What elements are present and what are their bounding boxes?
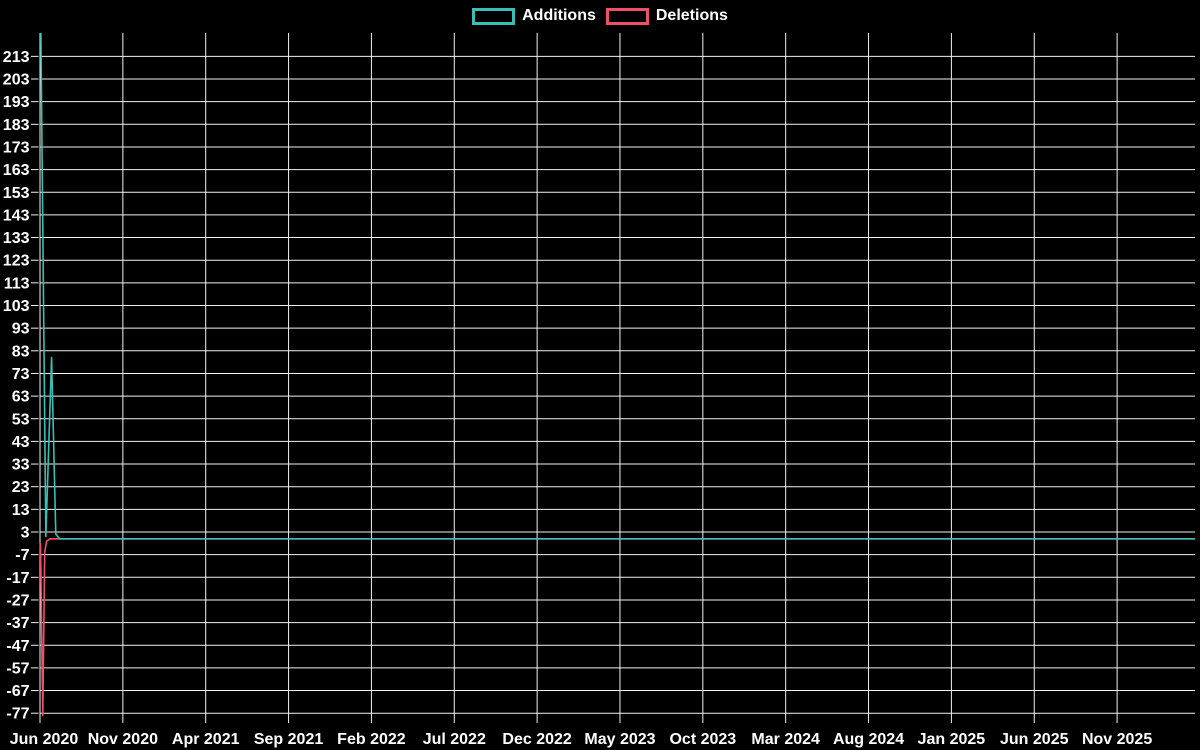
svg-text:53: 53 — [12, 411, 30, 428]
svg-text:73: 73 — [12, 366, 30, 383]
svg-text:63: 63 — [12, 389, 30, 406]
svg-text:213: 213 — [3, 49, 30, 66]
svg-text:Mar 2024: Mar 2024 — [751, 731, 820, 748]
svg-text:Sep 2021: Sep 2021 — [254, 731, 323, 748]
legend-label-deletions: Deletions — [655, 7, 728, 24]
x-axis-tick-labels: Jun 2020 Nov 2020 Apr 2021 Sep 2021 Feb 2022… — [10, 731, 1153, 748]
svg-text:23: 23 — [12, 479, 30, 496]
svg-text:-17: -17 — [6, 570, 29, 587]
legend-item-additions[interactable]: Additions — [472, 7, 596, 25]
svg-text:May 2023: May 2023 — [584, 731, 655, 748]
svg-text:Jan 2025: Jan 2025 — [918, 731, 986, 748]
svg-text:153: 153 — [3, 185, 30, 202]
svg-text:-47: -47 — [6, 638, 29, 655]
svg-text:13: 13 — [12, 502, 30, 519]
y-axis-tick-labels: 2132031931831731631531431331231131039383… — [3, 49, 30, 723]
svg-text:-57: -57 — [6, 660, 29, 677]
svg-text:Nov 2020: Nov 2020 — [88, 731, 158, 748]
svg-text:Nov 2025: Nov 2025 — [1082, 731, 1152, 748]
svg-text:-77: -77 — [6, 706, 29, 723]
svg-text:Jun 2025: Jun 2025 — [1000, 731, 1069, 748]
deletions-swatch-icon — [605, 7, 649, 25]
svg-text:-7: -7 — [15, 547, 29, 564]
svg-text:173: 173 — [3, 139, 30, 156]
svg-text:-27: -27 — [6, 592, 29, 609]
svg-text:Apr 2021: Apr 2021 — [172, 731, 240, 748]
svg-text:143: 143 — [3, 207, 30, 224]
svg-text:93: 93 — [12, 321, 30, 338]
svg-text:3: 3 — [21, 525, 30, 542]
svg-text:133: 133 — [3, 230, 30, 247]
additions-swatch-icon — [472, 7, 516, 25]
svg-text:163: 163 — [3, 162, 30, 179]
svg-text:Dec 2022: Dec 2022 — [502, 731, 571, 748]
grid-lines — [31, 33, 1195, 723]
legend-label-additions: Additions — [522, 7, 596, 24]
svg-text:33: 33 — [12, 457, 30, 474]
svg-text:183: 183 — [3, 117, 30, 134]
svg-text:-67: -67 — [6, 683, 29, 700]
chart-legend: Additions Deletions — [0, 7, 1200, 25]
svg-text:103: 103 — [3, 298, 30, 315]
svg-text:113: 113 — [4, 275, 30, 292]
additions-line — [40, 33, 1195, 540]
svg-text:83: 83 — [12, 343, 30, 360]
svg-text:Feb 2022: Feb 2022 — [337, 731, 406, 748]
svg-text:-37: -37 — [6, 615, 29, 632]
svg-text:193: 193 — [3, 94, 30, 111]
legend-item-deletions[interactable]: Deletions — [605, 7, 728, 25]
svg-text:Jun 2020: Jun 2020 — [10, 731, 79, 748]
svg-text:Oct 2023: Oct 2023 — [669, 731, 736, 748]
svg-text:203: 203 — [3, 72, 30, 89]
deletions-line — [39, 537, 1195, 717]
svg-text:Jul 2022: Jul 2022 — [423, 731, 486, 748]
svg-text:123: 123 — [3, 253, 30, 270]
svg-text:Aug 2024: Aug 2024 — [833, 731, 904, 748]
svg-text:43: 43 — [12, 434, 30, 451]
